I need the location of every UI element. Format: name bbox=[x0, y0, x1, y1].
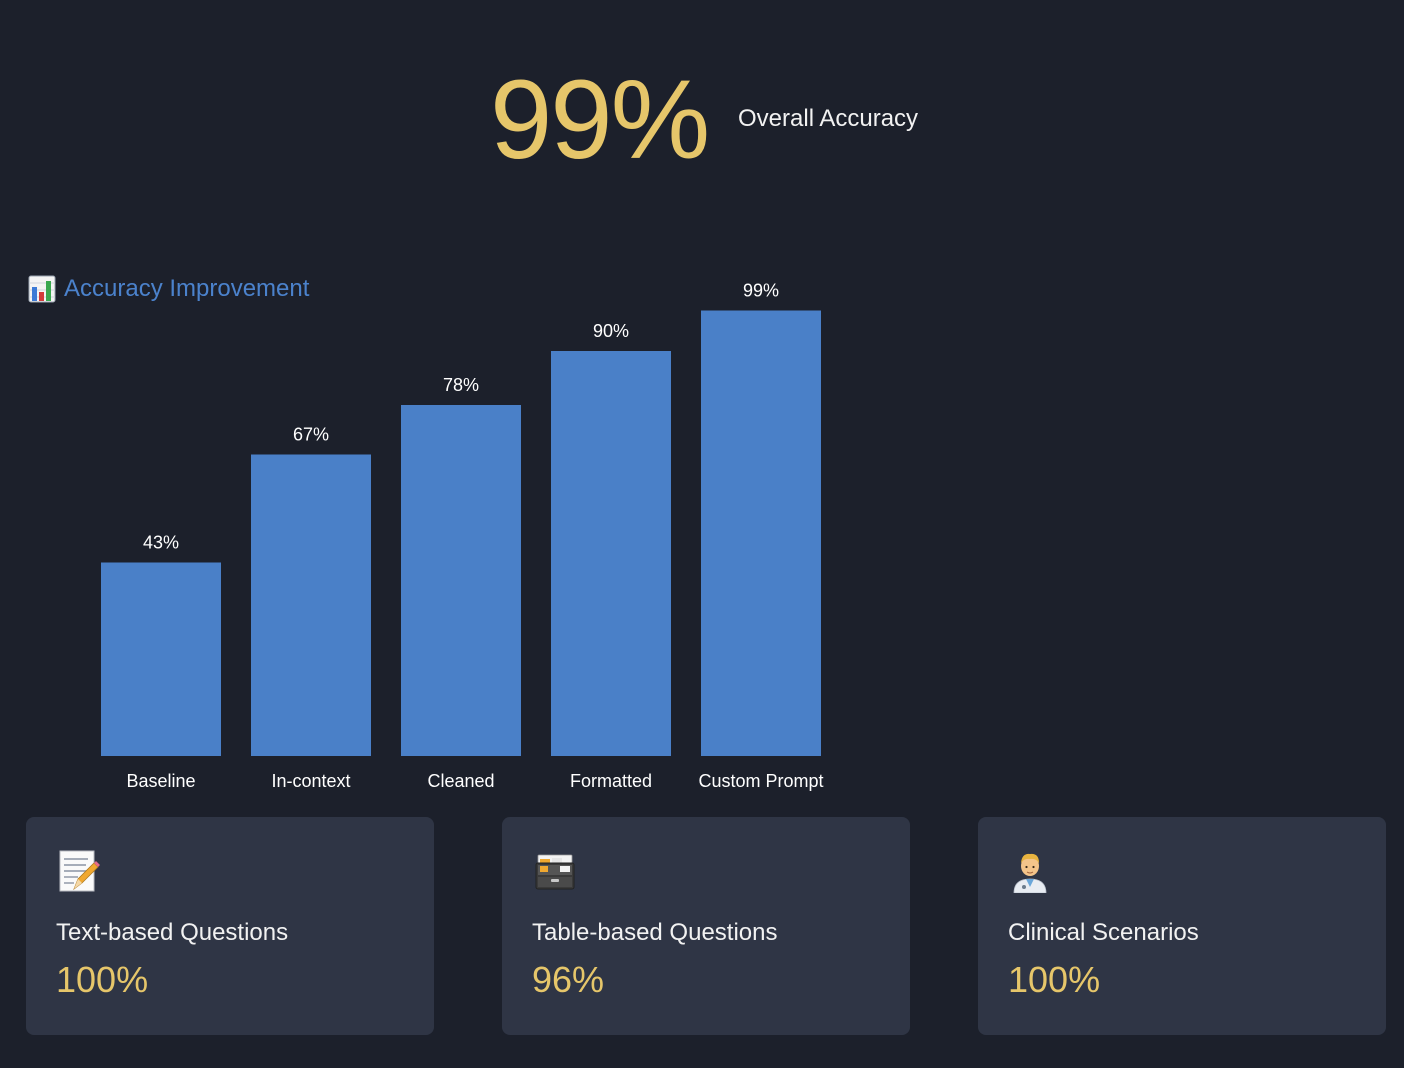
file-cabinet-icon bbox=[534, 849, 576, 893]
bar-baseline bbox=[101, 562, 221, 756]
card-table-based: Table-based Questions 96% bbox=[502, 817, 910, 1035]
bar-formatted bbox=[551, 351, 671, 756]
category-label: Baseline bbox=[126, 771, 195, 791]
bar-value-label: 67% bbox=[293, 425, 329, 445]
section-title: Accuracy Improvement bbox=[28, 272, 309, 306]
bar-chart-icon bbox=[28, 275, 56, 303]
doctor-icon bbox=[1010, 849, 1052, 894]
card-clinical: Clinical Scenarios 100% bbox=[978, 817, 1386, 1035]
bar-in-context bbox=[251, 454, 371, 756]
card-text-based: Text-based Questions 100% bbox=[26, 817, 434, 1035]
bar-cleaned bbox=[401, 405, 521, 756]
card-value: 96% bbox=[532, 959, 605, 1000]
accuracy-bar-chart: 43% Baseline 67% In-context 78% Cleaned 90% For… bbox=[101, 281, 824, 791]
overall-accuracy: 99% Overall Accuracy bbox=[0, 60, 1404, 190]
bar-value-label: 78% bbox=[443, 375, 479, 395]
overall-accuracy-label: Overall Accuracy bbox=[738, 105, 919, 132]
category-label: Custom Prompt bbox=[698, 771, 823, 791]
card-value: 100% bbox=[1008, 959, 1101, 1000]
card-label: Clinical Scenarios bbox=[1008, 919, 1199, 946]
memo-pencil-icon bbox=[58, 849, 100, 893]
bar-custom-prompt bbox=[701, 310, 821, 756]
section-title-text: Accuracy Improvement bbox=[64, 275, 310, 302]
card-value: 100% bbox=[56, 959, 149, 1000]
card-label: Text-based Questions bbox=[56, 919, 289, 946]
category-label: Formatted bbox=[570, 771, 652, 791]
card-label: Table-based Questions bbox=[532, 919, 778, 946]
bar-value-label: 99% bbox=[743, 281, 779, 301]
category-label: Cleaned bbox=[427, 771, 494, 791]
bar-value-label: 43% bbox=[143, 533, 179, 553]
category-label: In-context bbox=[271, 771, 350, 791]
bar-value-label: 90% bbox=[593, 321, 629, 341]
overall-accuracy-value: 99% bbox=[490, 57, 710, 182]
